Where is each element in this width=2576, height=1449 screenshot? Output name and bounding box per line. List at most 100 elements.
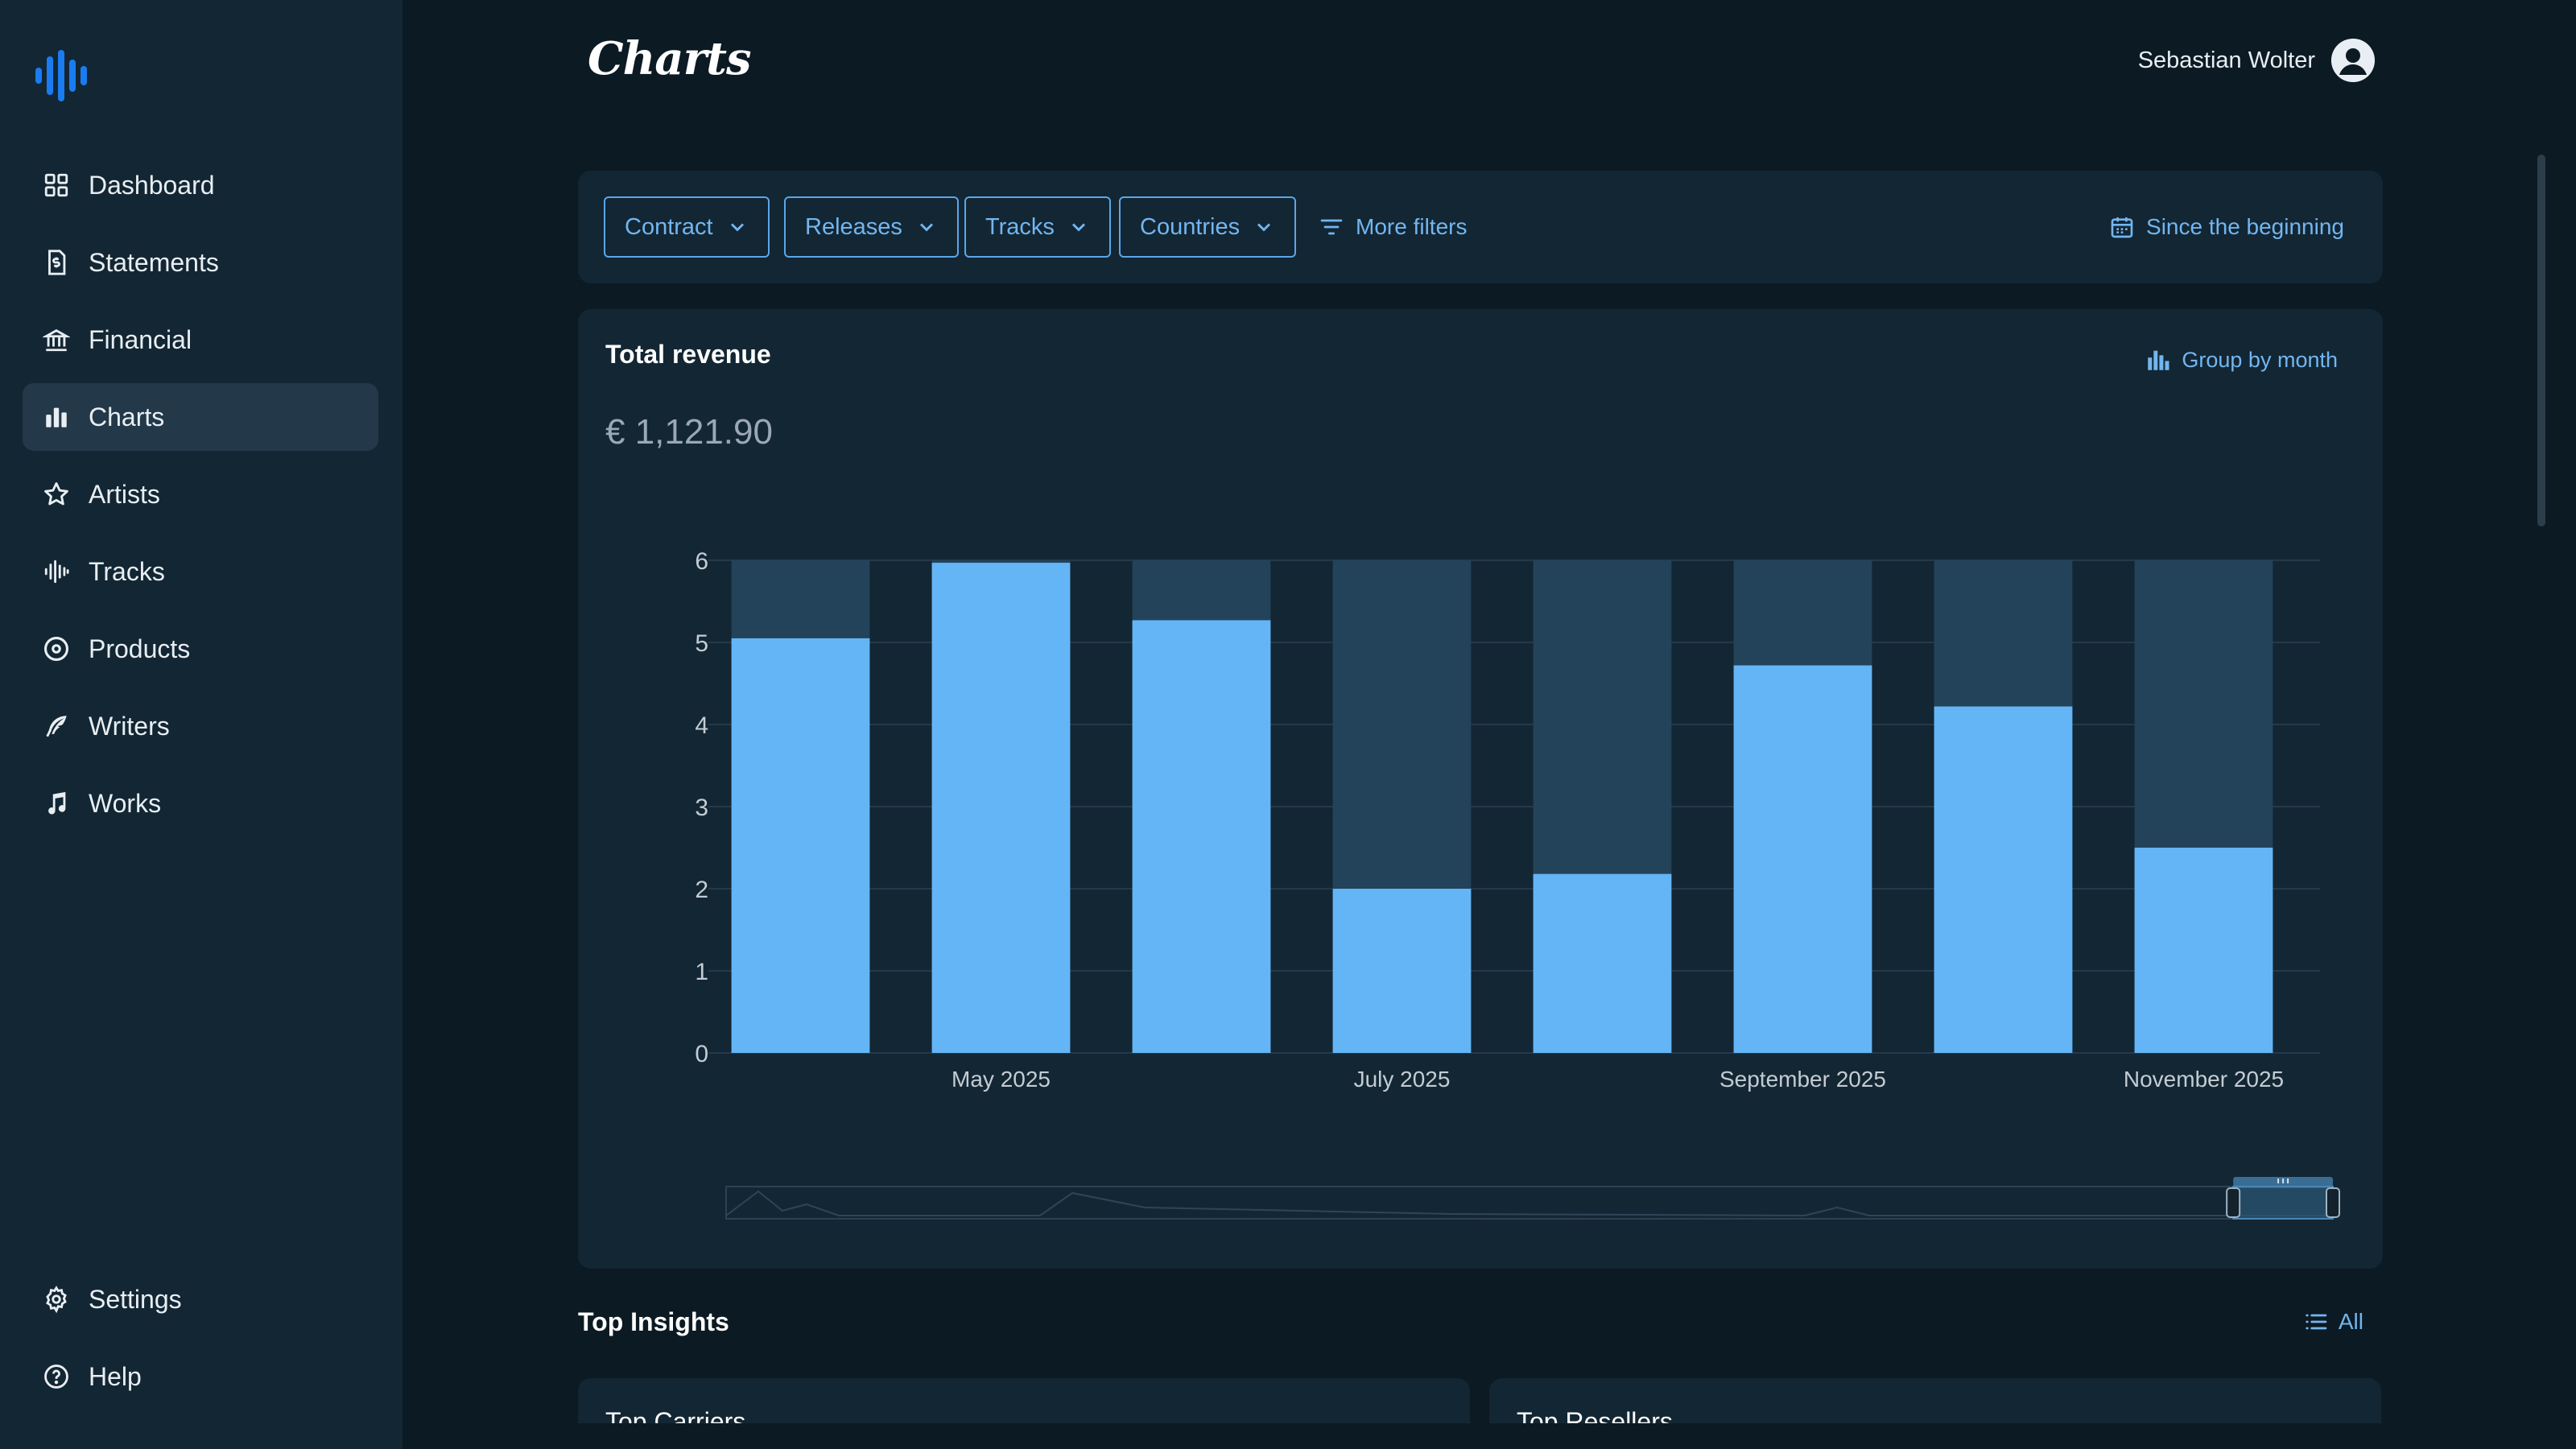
sidebar-bottom: Settings Help [23,1265,378,1420]
bar-chart-icon [2148,350,2169,370]
tracks-filter-button[interactable]: Tracks [964,196,1111,258]
list-icon [2306,1314,2327,1330]
sidebar-item-label: Charts [89,402,165,431]
bar-chart-icon [42,402,71,431]
y-tick-label: 2 [695,877,708,903]
y-tick-label: 1 [695,959,708,985]
insights-title: Top Insights [578,1307,729,1336]
date-range-label: Since the beginning [2146,214,2344,239]
group-by-button[interactable]: Group by month [2145,346,2338,374]
disc-icon [42,634,71,663]
fold-edge [578,1423,1470,1449]
sidebar-item-label: Tracks [89,556,165,586]
y-tick-label: 6 [695,548,708,575]
avatar-icon [2331,39,2375,82]
card-title: Total revenue [605,340,771,369]
sidebar-item-label: Help [89,1361,142,1391]
y-tick-label: 0 [695,1041,708,1067]
page-scrollbar[interactable] [2537,155,2545,526]
revenue-bar-chart: 0 1 2 3 4 5 6 May 2025 July 2025 September 2025 No… [695,548,2340,1220]
x-tick-label: July 2025 [1354,1067,1451,1092]
sidebar-item-works[interactable]: Works [23,770,378,837]
grid-icon [42,171,71,200]
sidebar-item-dashboard[interactable]: Dashboard [23,151,378,219]
sidebar: Dashboard Statements Financial Charts [0,0,402,1449]
fold-edge [1489,1423,2381,1449]
bar [731,638,870,1053]
filter-icon [1320,219,1343,235]
brush-selection[interactable] [2232,1186,2334,1220]
date-range-button[interactable]: Since the beginning [2109,196,2344,258]
top-resellers-card: Top Resellers [1489,1378,2381,1449]
x-tick-label: November 2025 [2124,1067,2284,1092]
feather-icon [42,712,71,741]
star-icon [42,480,71,509]
calendar-icon [2111,217,2133,238]
releases-filter-label: Releases [805,213,902,240]
sidebar-item-products[interactable]: Products [23,615,378,683]
bar [1733,665,1872,1053]
bar [1533,873,1672,1053]
user-name: Sebastian Wolter [2137,47,2315,73]
sidebar-item-label: Statements [89,247,219,277]
y-tick-label: 3 [695,795,708,821]
sidebar-item-settings[interactable]: Settings [23,1265,378,1333]
releases-filter-button[interactable]: Releases [784,196,959,258]
sidebar-item-label: Products [89,634,191,663]
more-filters-label: More filters [1356,214,1468,239]
overview-sparkline [725,1190,2333,1217]
chevron-down-icon [1071,223,1085,232]
page-title: Charts [588,32,751,85]
sidebar-nav: Dashboard Statements Financial Charts [23,151,378,847]
sidebar-item-label: Writers [89,711,170,741]
gear-icon [42,1285,71,1314]
bank-icon [42,325,71,354]
bar [931,563,1071,1053]
brush-handle-right[interactable] [2326,1187,2340,1218]
sidebar-item-writers[interactable]: Writers [23,692,378,760]
sidebar-item-financial[interactable]: Financial [23,306,378,374]
chevron-down-icon [1257,223,1271,232]
sidebar-item-charts[interactable]: Charts [23,383,378,451]
contract-filter-button[interactable]: Contract [604,196,770,258]
sidebar-item-help[interactable]: Help [23,1343,378,1410]
waveform-icon [42,557,71,586]
sidebar-item-label: Settings [89,1284,182,1314]
sidebar-item-label: Financial [89,324,192,354]
sidebar-item-label: Artists [89,479,160,509]
sidebar-item-label: Dashboard [89,170,215,200]
tracks-filter-label: Tracks [985,213,1055,240]
bar [1934,706,2073,1053]
sidebar-item-tracks[interactable]: Tracks [23,538,378,605]
bar [1132,620,1271,1053]
question-icon [42,1362,71,1391]
sidebar-item-statements[interactable]: Statements [23,229,378,296]
music-note-icon [42,789,71,818]
chevron-down-icon [919,223,933,232]
total-revenue-value: € 1,121.90 [605,412,773,452]
insights-all-button[interactable]: All [2303,1309,2363,1335]
document-dollar-icon [42,248,71,277]
insights-all-label: All [2338,1309,2363,1334]
x-tick-label: May 2025 [952,1067,1051,1092]
filter-bar: Contract Releases Tracks Countries More … [578,171,2383,283]
more-filters-button[interactable]: More filters [1319,196,1467,258]
countries-filter-label: Countries [1140,213,1241,240]
brush-handle-left[interactable] [2226,1187,2241,1218]
countries-filter-button[interactable]: Countries [1119,196,1297,258]
chevron-down-icon [730,223,744,232]
top-carriers-card: Top Carriers [578,1378,1470,1449]
contract-filter-label: Contract [625,213,713,240]
logo-icon[interactable] [34,50,92,101]
sidebar-item-label: Works [89,788,162,818]
y-tick-label: 5 [695,630,708,657]
sidebar-item-artists[interactable]: Artists [23,460,378,528]
total-revenue-card: Total revenue Group by month € 1,121.90 … [578,309,2383,1269]
user-menu[interactable]: Sebastian Wolter [2138,39,2375,82]
y-tick-label: 4 [695,712,708,739]
x-tick-label: September 2025 [1719,1067,1886,1092]
bar [2134,848,2273,1053]
group-by-label: Group by month [2182,347,2338,372]
bar [1332,889,1472,1053]
